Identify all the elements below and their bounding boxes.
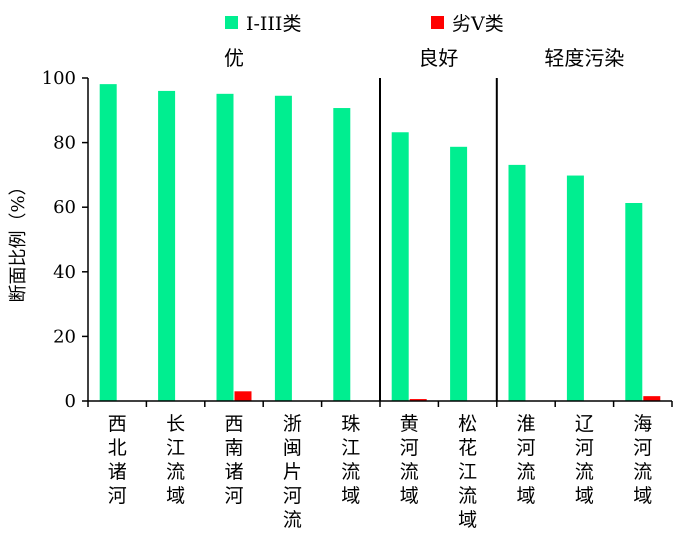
category-label-0: 西北诸河 xyxy=(108,413,127,507)
bar-i-iii-4 xyxy=(333,108,351,401)
group-label-2: 轻度污染 xyxy=(544,46,624,70)
category-label-6: 松花江流域 xyxy=(458,413,477,531)
legend-label-i-iii: I-III类 xyxy=(246,13,301,35)
bar-i-iii-6 xyxy=(450,146,468,401)
category-label-8: 辽河流域 xyxy=(575,413,594,507)
legend-swatch-worse-v xyxy=(431,16,444,29)
bar-i-iii-0 xyxy=(99,84,117,402)
category-label-4: 珠江流域 xyxy=(341,413,360,507)
category-label-5: 黄河流域 xyxy=(400,413,419,507)
category-label-1: 长江流域 xyxy=(166,413,185,507)
y-axis-title: 断面比例（%） xyxy=(8,177,29,302)
y-tick-label-40: 40 xyxy=(53,262,76,283)
category-label-2: 西南诸河 xyxy=(224,413,243,507)
group-dividers xyxy=(379,78,498,401)
y-tick-label-100: 100 xyxy=(42,68,76,89)
y-tick-label-60: 60 xyxy=(53,197,76,218)
y-tick-label-80: 80 xyxy=(53,133,76,154)
bar-i-iii-7 xyxy=(508,164,526,401)
legend-swatch-i-iii xyxy=(225,16,238,29)
category-label-3: 浙闽片河流 xyxy=(283,413,302,531)
bar-i-iii-1 xyxy=(158,90,176,402)
bar-worse-v-2 xyxy=(234,391,252,401)
bars xyxy=(99,84,661,402)
y-tick-label-0: 0 xyxy=(65,391,76,412)
y-tick-label-20: 20 xyxy=(53,326,76,347)
bar-i-iii-2 xyxy=(216,93,234,402)
bar-i-iii-5 xyxy=(391,132,409,402)
bar-i-iii-8 xyxy=(566,175,584,401)
group-label-1: 良好 xyxy=(418,46,458,70)
category-labels: 西北诸河 长江流域 西南诸河 浙闽片河流 珠江流域 黄河流域 松花江流域 淮河流域 辽河流域 海河… xyxy=(108,413,653,531)
bar-worse-v-5 xyxy=(409,399,427,401)
bar-worse-v-9 xyxy=(643,396,661,401)
y-axis-ticks: 0 20 40 60 80 100 xyxy=(42,68,88,412)
legend-label-worse-v: 劣V类 xyxy=(452,13,504,35)
category-label-9: 海河流域 xyxy=(633,413,652,507)
group-label-0: 优 xyxy=(224,46,244,70)
bar-i-iii-9 xyxy=(625,203,643,401)
legend: I-III类 劣V类 xyxy=(225,13,504,35)
bar-i-iii-3 xyxy=(274,95,292,401)
category-label-7: 淮河流域 xyxy=(516,413,535,507)
axes xyxy=(87,78,673,407)
group-labels: 优 良好 轻度污染 xyxy=(224,46,624,70)
